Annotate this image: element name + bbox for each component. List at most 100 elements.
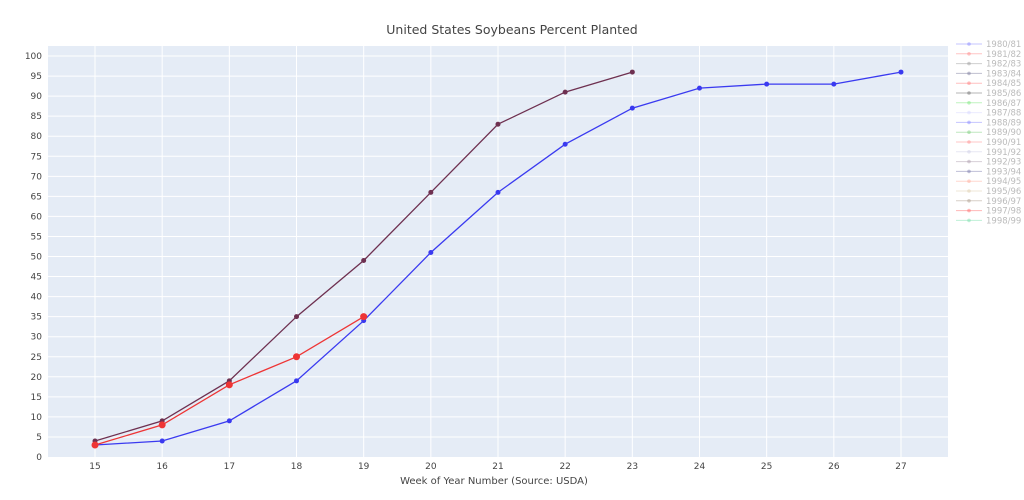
legend-item[interactable]: 1989/90 bbox=[956, 128, 1021, 138]
y-tick-label: 0 bbox=[36, 453, 42, 463]
legend-item[interactable]: 1987/88 bbox=[956, 109, 1021, 119]
x-axis-label: Week of Year Number (Source: USDA) bbox=[400, 476, 588, 487]
x-tick-label: 21 bbox=[492, 462, 503, 472]
data-point[interactable] bbox=[495, 189, 501, 195]
data-point[interactable] bbox=[361, 258, 367, 264]
legend-item[interactable]: 1995/96 bbox=[956, 187, 1021, 197]
legend-marker bbox=[967, 110, 971, 115]
legend-label: 1991/92 bbox=[986, 148, 1021, 158]
legend-marker bbox=[967, 52, 971, 56]
x-tick-label: 26 bbox=[828, 462, 840, 472]
legend-item[interactable]: 1998/99 bbox=[956, 216, 1021, 226]
legend-item[interactable]: 1982/83 bbox=[956, 60, 1021, 70]
legend-label: 1989/90 bbox=[986, 128, 1021, 138]
legend-marker bbox=[967, 208, 971, 213]
y-tick-label: 80 bbox=[31, 132, 43, 142]
legend-item[interactable]: 1983/84 bbox=[956, 69, 1021, 79]
y-tick-label: 75 bbox=[31, 152, 42, 162]
legend-item[interactable]: 1993/94 bbox=[956, 167, 1021, 177]
data-point[interactable] bbox=[831, 81, 837, 87]
legend-marker bbox=[967, 61, 971, 66]
legend[interactable]: 1980/811981/821982/831983/841984/851985/… bbox=[956, 40, 1021, 226]
legend-item[interactable]: 1981/82 bbox=[956, 50, 1021, 60]
x-tick-label: 16 bbox=[156, 462, 168, 472]
legend-label: 1985/86 bbox=[986, 89, 1021, 99]
data-point[interactable] bbox=[696, 85, 702, 91]
y-tick-label: 100 bbox=[25, 52, 42, 62]
legend-label: 1982/83 bbox=[986, 60, 1021, 70]
legend-marker bbox=[967, 218, 971, 223]
legend-item[interactable]: 1988/89 bbox=[956, 118, 1021, 128]
legend-label: 1996/97 bbox=[986, 197, 1021, 207]
data-point[interactable] bbox=[764, 81, 770, 87]
x-tick-label: 23 bbox=[627, 462, 638, 472]
y-tick-label: 10 bbox=[31, 413, 43, 423]
y-tick-label: 15 bbox=[31, 393, 42, 403]
data-point[interactable] bbox=[225, 381, 233, 389]
data-point[interactable] bbox=[562, 89, 568, 95]
legend-item[interactable]: 1990/91 bbox=[956, 138, 1021, 148]
data-point[interactable] bbox=[428, 189, 434, 195]
x-axis-ticks: 15 16 17 18 19 20 21 22 23 24 25 26 27 bbox=[89, 462, 906, 472]
y-tick-label: 95 bbox=[31, 72, 42, 82]
legend-marker bbox=[967, 130, 971, 134]
legend-item[interactable]: 1980/81 bbox=[956, 40, 1021, 50]
legend-marker bbox=[967, 81, 971, 85]
data-point[interactable] bbox=[158, 421, 166, 429]
legend-marker bbox=[967, 179, 971, 183]
y-tick-label: 40 bbox=[31, 293, 43, 303]
legend-marker bbox=[967, 42, 971, 46]
legend-label: 1994/95 bbox=[986, 177, 1021, 187]
y-tick-label: 90 bbox=[31, 92, 43, 102]
data-point[interactable] bbox=[360, 313, 368, 321]
legend-label: 1998/99 bbox=[986, 216, 1021, 226]
x-tick-label: 15 bbox=[89, 462, 100, 472]
data-point[interactable] bbox=[294, 378, 300, 384]
data-point[interactable] bbox=[629, 69, 635, 75]
legend-label: 1981/82 bbox=[986, 50, 1021, 60]
legend-item[interactable]: 1991/92 bbox=[956, 148, 1021, 158]
y-tick-label: 55 bbox=[31, 232, 42, 242]
x-tick-label: 19 bbox=[358, 462, 370, 472]
legend-marker bbox=[967, 159, 971, 164]
y-tick-label: 25 bbox=[31, 353, 42, 363]
data-point[interactable] bbox=[293, 353, 301, 361]
legend-marker bbox=[967, 150, 971, 154]
data-point[interactable] bbox=[159, 438, 165, 444]
data-point[interactable] bbox=[91, 441, 99, 449]
x-tick-label: 17 bbox=[224, 462, 235, 472]
legend-item[interactable]: 1996/97 bbox=[956, 197, 1021, 207]
legend-item[interactable]: 1986/87 bbox=[956, 99, 1021, 109]
y-tick-label: 85 bbox=[31, 112, 42, 122]
data-point[interactable] bbox=[562, 141, 568, 147]
x-tick-label: 24 bbox=[694, 462, 706, 472]
legend-item[interactable]: 1984/85 bbox=[956, 79, 1021, 89]
legend-item[interactable]: 1997/98 bbox=[956, 207, 1021, 217]
data-point[interactable] bbox=[226, 418, 232, 424]
y-tick-label: 35 bbox=[31, 313, 42, 323]
data-point[interactable] bbox=[898, 69, 904, 75]
legend-marker bbox=[967, 101, 971, 105]
legend-label: 1990/91 bbox=[986, 138, 1021, 148]
y-tick-label: 20 bbox=[31, 373, 43, 383]
x-tick-label: 20 bbox=[425, 462, 437, 472]
legend-item[interactable]: 1992/93 bbox=[956, 158, 1021, 168]
grid-lines bbox=[48, 46, 948, 457]
legend-item[interactable]: 1985/86 bbox=[956, 89, 1021, 99]
legend-item[interactable]: 1994/95 bbox=[956, 177, 1021, 187]
x-tick-label: 27 bbox=[895, 462, 906, 472]
legend-label: 1993/94 bbox=[986, 167, 1021, 177]
legend-marker bbox=[967, 189, 971, 193]
legend-label: 1997/98 bbox=[986, 207, 1021, 217]
y-tick-label: 30 bbox=[31, 333, 43, 343]
data-point[interactable] bbox=[428, 250, 434, 256]
chart-title: United States Soybeans Percent Planted bbox=[386, 22, 637, 37]
data-point[interactable] bbox=[629, 105, 635, 111]
data-point[interactable] bbox=[294, 314, 300, 320]
y-tick-label: 50 bbox=[31, 253, 43, 263]
legend-marker bbox=[967, 199, 971, 203]
data-point[interactable] bbox=[495, 121, 501, 127]
series-line-2 bbox=[91, 313, 368, 449]
y-axis-ticks: 0 5 10 15 20 25 30 35 40 45 50 55 60 65 70 75 80 85 90 95 10… bbox=[25, 52, 42, 463]
